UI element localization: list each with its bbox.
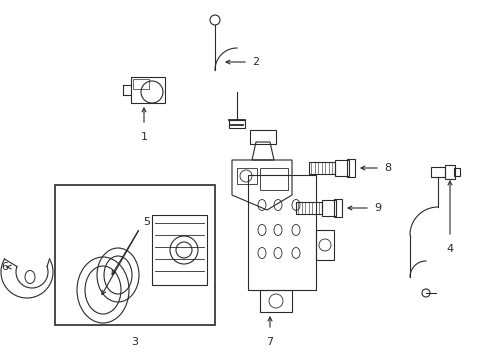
Bar bbox=[431, 167, 445, 177]
Bar bbox=[309, 162, 335, 174]
Bar bbox=[229, 120, 245, 128]
Bar bbox=[152, 215, 207, 285]
Bar bbox=[335, 160, 349, 176]
Bar bbox=[454, 168, 460, 176]
Bar bbox=[237, 168, 257, 184]
Bar bbox=[334, 199, 342, 217]
Text: 6: 6 bbox=[1, 262, 8, 272]
Text: 1: 1 bbox=[141, 132, 147, 142]
Bar bbox=[133, 79, 149, 89]
Text: 7: 7 bbox=[267, 337, 273, 347]
Text: 2: 2 bbox=[252, 57, 259, 67]
Text: 8: 8 bbox=[384, 163, 391, 173]
Text: 4: 4 bbox=[446, 244, 454, 254]
Text: 3: 3 bbox=[131, 337, 139, 347]
Bar bbox=[445, 165, 455, 179]
Bar bbox=[296, 202, 322, 214]
Bar bbox=[322, 200, 336, 216]
Bar bbox=[260, 290, 292, 312]
Text: 5: 5 bbox=[143, 217, 150, 227]
Bar bbox=[248, 175, 316, 290]
Bar bbox=[347, 159, 355, 177]
Bar bbox=[260, 168, 288, 190]
Bar bbox=[250, 130, 276, 144]
Bar bbox=[55, 185, 215, 325]
Text: 9: 9 bbox=[374, 203, 381, 213]
Bar bbox=[316, 230, 334, 260]
Bar bbox=[131, 77, 165, 103]
